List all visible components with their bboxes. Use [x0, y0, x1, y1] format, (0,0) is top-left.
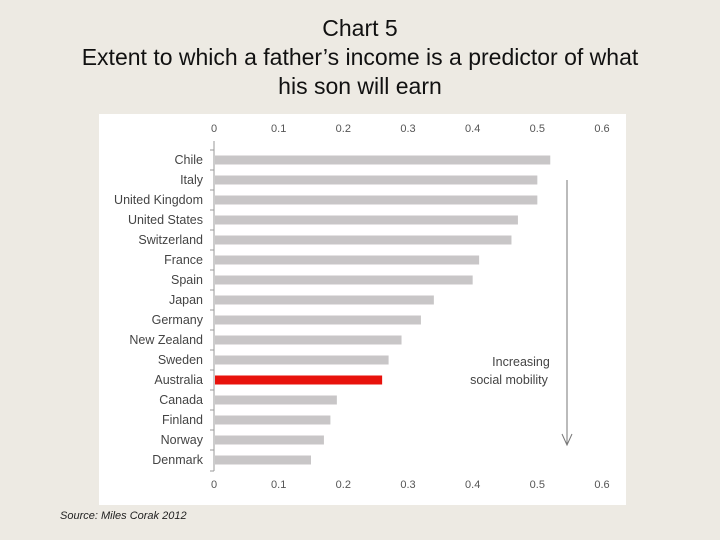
x-tick-label-bottom: 0.2 [336, 479, 351, 491]
x-tick-label-bottom: 0.5 [530, 479, 545, 491]
x-tick-label-top: 0 [211, 123, 217, 135]
category-label: Finland [162, 413, 203, 427]
category-label: Norway [161, 433, 204, 447]
x-tick-label-bottom: 0.4 [465, 479, 480, 491]
x-tick-label-top: 0.6 [594, 123, 609, 135]
bar-chart: 0 0 0.1 0.1 0.2 0.2 0.3 0.3 0.4 0.4 0.5 0.5 0.6 0.6 Ch… [114, 123, 610, 491]
x-tick-label-top: 0.3 [400, 123, 415, 135]
category-label: Denmark [152, 453, 203, 467]
x-tick-label-bottom: 0.1 [271, 479, 286, 491]
bar-sweden [215, 355, 389, 365]
bar-italy [215, 175, 538, 185]
x-tick-label-bottom: 0.6 [594, 479, 609, 491]
chart-panel: 0 0 0.1 0.1 0.2 0.2 0.3 0.3 0.4 0.4 0.5 0.5 0.6 0.6 Ch… [99, 114, 626, 505]
bar-canada [215, 395, 337, 405]
category-label: Spain [171, 273, 203, 287]
x-tick-label-top: 0.1 [271, 123, 286, 135]
bar-united-states [215, 215, 518, 225]
bar-japan [215, 295, 434, 305]
category-label: France [164, 253, 203, 267]
x-tick-label-top: 0.5 [530, 123, 545, 135]
bar-australia [215, 375, 383, 385]
category-label: United States [128, 213, 203, 227]
category-label: Chile [175, 153, 204, 167]
category-label: Germany [152, 313, 204, 327]
x-tick-label-top: 0.2 [336, 123, 351, 135]
category-label: Sweden [158, 353, 203, 367]
bar-chile [215, 155, 551, 165]
mobility-arrow-head [561, 433, 573, 447]
category-label: Switzerland [138, 233, 203, 247]
bar-spain [215, 275, 473, 285]
bar-germany [215, 315, 421, 325]
category-label: New Zealand [129, 333, 203, 347]
bar-switzerland [215, 235, 512, 245]
bar-denmark [215, 455, 311, 465]
bar-united-kingdom [215, 195, 538, 205]
bar-finland [215, 415, 331, 425]
category-label: Italy [180, 173, 204, 187]
chart-title-line-2: his son will earn [278, 73, 442, 99]
category-label: Canada [159, 393, 203, 407]
category-label: United Kingdom [114, 193, 203, 207]
category-label: Australia [154, 373, 203, 387]
bar-france [215, 255, 480, 265]
source-note: Source: Miles Corak 2012 [60, 510, 187, 522]
bar-new-zealand [215, 335, 402, 345]
chart-title-block: Chart 5 Extent to which a father’s incom… [0, 14, 720, 101]
x-tick-label-bottom: 0.3 [400, 479, 415, 491]
bar-norway [215, 435, 324, 445]
x-tick-label-top: 0.4 [465, 123, 480, 135]
category-label: Japan [169, 293, 203, 307]
x-tick-label-bottom: 0 [211, 479, 217, 491]
chart-title-line-1: Extent to which a father’s income is a p… [81, 44, 639, 70]
annotation-line-2: social mobility [470, 373, 549, 387]
annotation-line-1: Increasing [492, 355, 550, 369]
chart-number: Chart 5 [322, 15, 398, 41]
